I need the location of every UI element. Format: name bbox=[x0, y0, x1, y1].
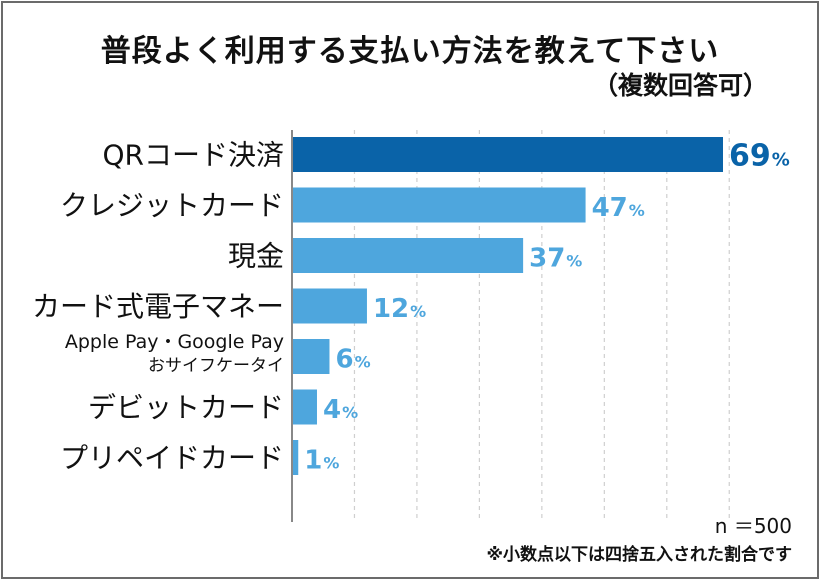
bar-7 bbox=[292, 440, 299, 475]
category-label: Apple Pay・Google Pay おサイフケータイ bbox=[65, 331, 284, 376]
sample-size-note: n ＝500 bbox=[714, 514, 792, 538]
category-label: QRコード決済 bbox=[103, 139, 285, 172]
bar-5 bbox=[292, 339, 330, 374]
value-label: 4% bbox=[323, 395, 358, 425]
category-label: 現金 bbox=[228, 240, 284, 273]
bar-6 bbox=[292, 389, 317, 425]
rounding-note: ※小数点以下は四捨五入された割合です bbox=[486, 545, 792, 565]
value-label: 47% bbox=[592, 193, 645, 223]
bar-2 bbox=[292, 187, 586, 223]
value-label: 37% bbox=[529, 244, 582, 274]
bar-4 bbox=[292, 288, 367, 324]
category-label: デビットカード bbox=[88, 391, 284, 424]
bar-1 bbox=[292, 137, 723, 172]
chart-subtitle: （複数回答可） bbox=[592, 71, 768, 100]
value-label: 6% bbox=[335, 345, 370, 375]
category-label: プリペイドカード bbox=[60, 442, 284, 475]
value-label: 1% bbox=[304, 446, 339, 476]
category-label: カード式電子マネー bbox=[32, 290, 284, 323]
value-label: 69% bbox=[729, 139, 790, 174]
value-label: 12% bbox=[373, 294, 426, 324]
bar-3 bbox=[292, 238, 524, 273]
chart-title: 普段よく利用する支払い方法を教えて下さい bbox=[100, 34, 720, 69]
category-label: クレジットカード bbox=[60, 189, 284, 222]
